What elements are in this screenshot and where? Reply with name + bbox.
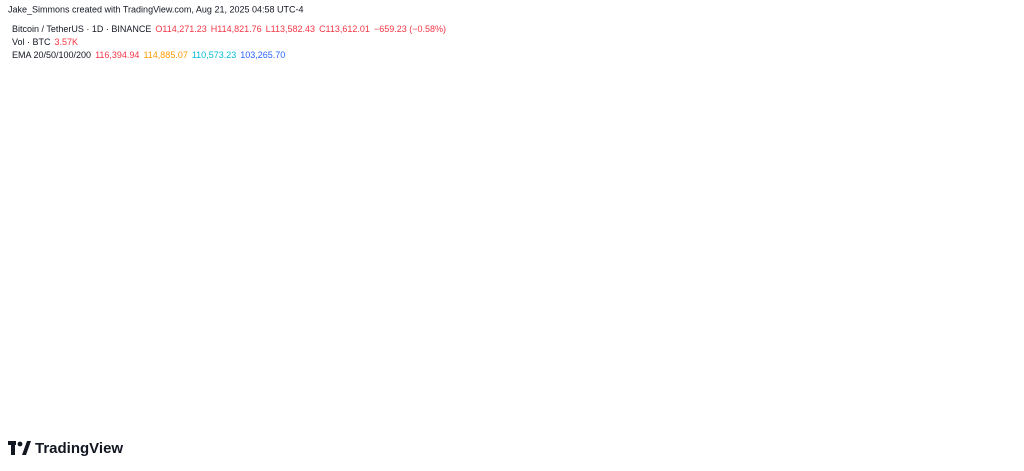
symbol-row: Bitcoin / TetherUS · 1D · BINANCE O114,27… — [12, 24, 446, 34]
volume-row: Vol · BTC 3.57K — [12, 37, 78, 47]
ema-value: 103,265.70 — [240, 50, 285, 60]
brand: TradingView — [35, 440, 123, 457]
ohlc: O114,271.23 H114,821.76 L113,582.43 C113,61… — [155, 24, 446, 34]
symbol-title: Bitcoin / TetherUS · 1D · BINANCE — [12, 24, 151, 34]
ohlc-value: −659.23 (−0.58%) — [374, 24, 446, 34]
ohlc-value: H114,821.76 — [211, 24, 262, 34]
ema-row: EMA 20/50/100/200 116,394.94 114,885.07 110… — [12, 50, 285, 60]
volume-value: 3.57K — [55, 37, 79, 47]
ema-value: 110,573.23 — [192, 50, 236, 60]
footer: TradingView — [8, 440, 123, 457]
ohlc-value: L113,582.43 — [266, 24, 315, 34]
brand-logo — [8, 441, 31, 455]
legend: Jake_Simmons created with TradingView.co… — [8, 4, 446, 60]
ema-name: EMA 20/50/100/200 — [12, 50, 91, 60]
ohlc-value: C113,612.01 — [319, 24, 370, 34]
ema-value: 116,394.94 — [95, 50, 139, 60]
ema-value: 114,885.07 — [143, 50, 187, 60]
ohlc-value: O114,271.23 — [155, 24, 206, 34]
volume-name: Vol · BTC — [12, 37, 51, 47]
attribution: Jake_Simmons created with TradingView.co… — [8, 4, 304, 14]
